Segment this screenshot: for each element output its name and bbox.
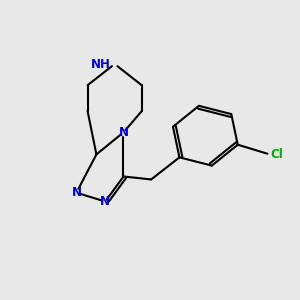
Text: N: N [100, 195, 110, 208]
Text: N: N [118, 126, 128, 139]
Text: N: N [71, 186, 81, 199]
Text: NH: NH [90, 58, 110, 70]
Text: Cl: Cl [271, 148, 284, 161]
